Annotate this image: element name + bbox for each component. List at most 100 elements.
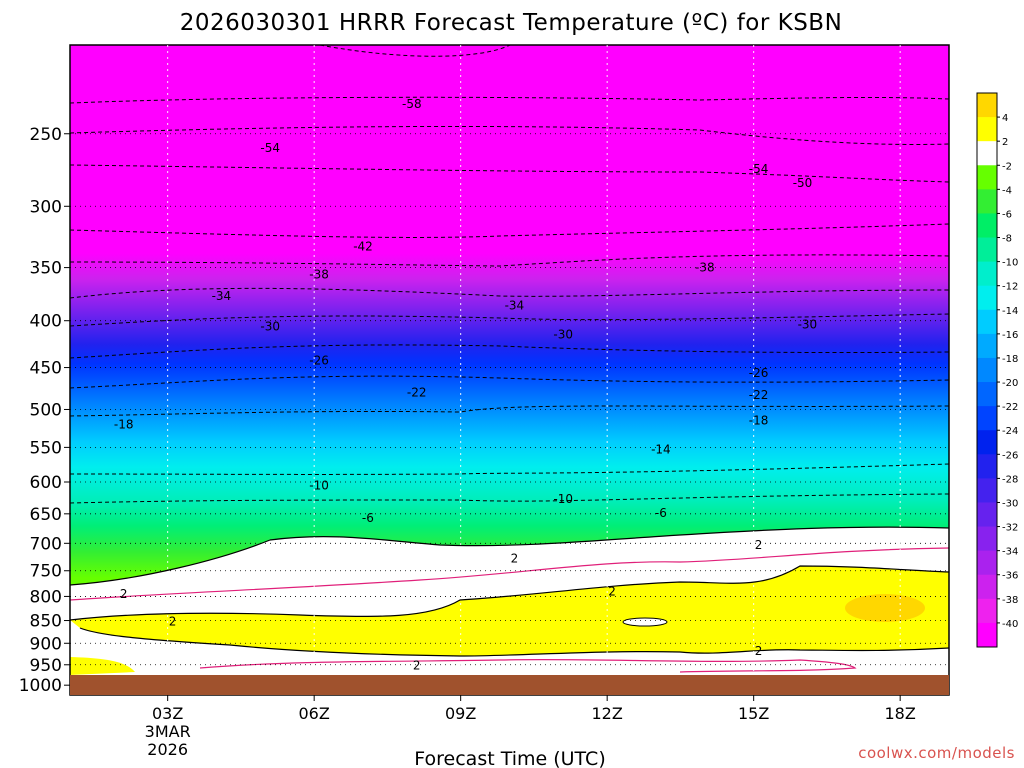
- colorbar-swatch: [977, 189, 997, 214]
- contour-label-text: -22: [749, 388, 769, 402]
- colorbar-tick-label: -4: [1002, 185, 1012, 196]
- contour-label-text: 2: [755, 644, 763, 658]
- colorbar-tick-label: -24: [1002, 426, 1018, 437]
- y-tick-label: 1000: [19, 676, 62, 696]
- colorbar-swatch: [977, 93, 997, 118]
- credit-link[interactable]: coolwx.com/models: [858, 744, 1015, 762]
- colorbar-tick-label: -34: [1002, 547, 1018, 558]
- contour-label: 2: [511, 551, 519, 565]
- contour-label-text: -30: [798, 318, 818, 332]
- chart-title: 2026030301 HRRR Forecast Temperature (ºC…: [180, 10, 843, 36]
- contour-label: 2: [608, 584, 616, 598]
- y-tick-label: 400: [30, 312, 62, 332]
- contour-label: -30: [553, 327, 573, 341]
- contour-label-text: 2: [413, 659, 421, 673]
- contour-label-text: -38: [309, 267, 329, 281]
- contour-label-text: 2: [755, 538, 763, 552]
- colorbar-tick-label: -32: [1002, 523, 1018, 534]
- colorbar-swatch: [977, 261, 997, 287]
- colorbar-tick-label: -38: [1002, 595, 1018, 606]
- contour-label-text: -22: [407, 385, 427, 399]
- colorbar-frame: [976, 92, 998, 648]
- contour-label: 2: [120, 587, 128, 601]
- colorbar-swatch: [977, 382, 997, 407]
- contour-label: 2: [755, 538, 763, 552]
- contour-label: 2: [755, 644, 763, 658]
- contour-label: 2: [413, 659, 421, 673]
- freezing-contour-lower: [70, 539, 271, 586]
- colorbar-swatch: [977, 574, 997, 600]
- plot-area: [70, 45, 949, 695]
- contour-label: -38: [695, 261, 715, 275]
- y-tick-label: 700: [30, 534, 62, 554]
- x-tick-label: 09Z: [445, 704, 476, 723]
- colorbar: 4 2 -2 -4 -6 -8 -10 -12 -14 -16 -18 -20 -22 -24 -26 -28…: [976, 92, 1018, 648]
- contour-label: -30: [260, 320, 280, 334]
- contour-label: -10: [553, 492, 573, 506]
- contour-label: -18: [749, 413, 769, 427]
- contour-label-text: -6: [655, 506, 667, 520]
- ground-surface: [70, 675, 949, 695]
- colorbar-swatch: [977, 213, 997, 239]
- contour-label-text: -18: [114, 417, 134, 431]
- colorbar-tick-label: -22: [1002, 402, 1018, 413]
- colorbar-tick-label: -30: [1002, 498, 1018, 509]
- contour-label-text: -14: [651, 443, 671, 457]
- contour-label: -54: [749, 162, 769, 176]
- colorbar-tick-label: -10: [1002, 258, 1018, 269]
- contour-label-text: 2: [120, 587, 128, 601]
- contour-label: -14: [651, 443, 671, 457]
- colorbar-tick-label: -18: [1002, 354, 1018, 365]
- colorbar-swatch: [977, 357, 997, 383]
- contour-label: -6: [655, 506, 667, 520]
- contour-label: -26: [309, 353, 329, 367]
- contour-label-text: 2: [608, 584, 616, 598]
- y-tick-label: 750: [30, 562, 62, 582]
- magenta-contour-upper: [70, 547, 949, 601]
- colorbar-tick-label: 2: [1002, 137, 1008, 148]
- contour-label: -38: [309, 267, 329, 281]
- y-tick-label: 950: [30, 656, 62, 676]
- y-tick-label: 550: [30, 438, 62, 458]
- above-freezing-region: [70, 566, 949, 656]
- contour-label: -22: [407, 385, 427, 399]
- freezing-contour: [269, 526, 949, 547]
- y-tick-label: 250: [30, 125, 62, 145]
- contour-label-text: -18: [749, 413, 769, 427]
- colorbar-swatch: [977, 117, 997, 142]
- contour-label: -22: [749, 388, 769, 402]
- y-tick-label: 900: [30, 634, 62, 654]
- contour-label: 2: [169, 614, 177, 628]
- x-tick-label: 12Z: [592, 704, 623, 723]
- colorbar-tick-label: -2: [1002, 161, 1012, 172]
- surface-warm-pocket: [70, 657, 135, 675]
- contour-label-text: -50: [793, 176, 813, 190]
- contour-label-text: -6: [362, 511, 374, 525]
- magenta-contour-lower: [199, 658, 857, 673]
- contour-label: -26: [749, 366, 769, 380]
- contour-label: -34: [505, 299, 525, 313]
- contour-label-text: -34: [212, 289, 232, 303]
- contour-label-text: -54: [749, 162, 769, 176]
- contour-label-text: -34: [505, 299, 525, 313]
- contour-label-text: -26: [749, 366, 769, 380]
- contour-label: -30: [798, 318, 818, 332]
- contour-labels: -58 -54 -54 -50 -42 -38 -38 -34 -34 -30 -30 -30 -26 -…: [114, 97, 817, 673]
- cool-pocket: [622, 617, 668, 627]
- contour-label-text: -30: [260, 320, 280, 334]
- colorbar-tick-label: -28: [1002, 474, 1018, 485]
- x-tick-label: 06Z: [299, 704, 330, 723]
- contour-label: -54: [260, 141, 280, 155]
- contour-label-text: -58: [402, 97, 422, 111]
- y-tick-label: 350: [30, 259, 62, 279]
- x-date-label: 2026: [147, 740, 188, 759]
- colorbar-swatch: [977, 502, 997, 528]
- y-tick-label: 450: [30, 359, 62, 379]
- colorbar-swatch: [977, 333, 997, 359]
- two-degree-contour-lower: [79, 627, 949, 657]
- colorbar-swatch: [977, 550, 997, 576]
- colorbar-tick-label: -6: [1002, 209, 1012, 220]
- dashed-contours: [70, 45, 949, 504]
